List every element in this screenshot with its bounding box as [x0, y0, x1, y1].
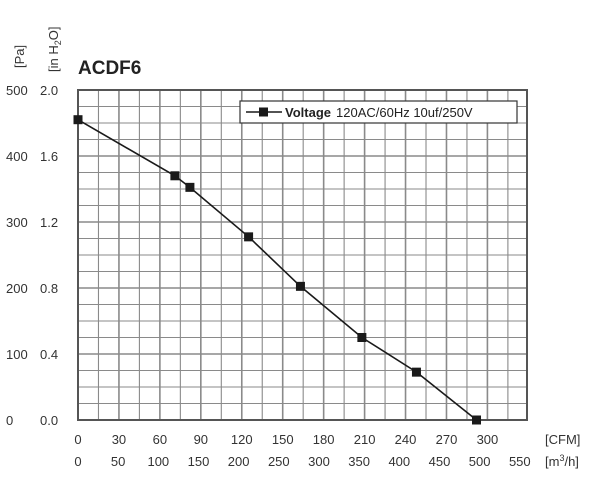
- x-tick-label-m3h: 400: [388, 454, 410, 469]
- y-tick-label-pa: 100: [6, 347, 28, 362]
- data-point-marker: [185, 182, 195, 192]
- data-point-marker: [170, 171, 180, 181]
- x-tick-label-cfm: 90: [194, 432, 208, 447]
- x-tick-label-m3h: 350: [348, 454, 370, 469]
- y-tick-label-inh2o: 1.6: [40, 149, 58, 164]
- x-tick-label-m3h: 450: [429, 454, 451, 469]
- x-tick-label-cfm: 150: [272, 432, 294, 447]
- y-axis-unit-inh2o: [in H2O]: [46, 27, 63, 72]
- y-ticks-inh2o: 2.0 1.6 1.2 0.8 0.4 0.0: [40, 83, 58, 428]
- x-tick-label-m3h: 0: [74, 454, 81, 469]
- legend-label-rest: 120AC/60Hz 10uf/250V: [336, 105, 473, 120]
- y-tick-label-inh2o: 1.2: [40, 215, 58, 230]
- x-axis-unit-m3h: [m3/h]: [545, 453, 579, 469]
- x-tick-label-m3h: 550: [509, 454, 531, 469]
- legend: Voltage 120AC/60Hz 10uf/250V: [239, 100, 518, 124]
- series-group: [73, 115, 482, 425]
- x-axis-unit-cfm: [CFM]: [545, 432, 580, 447]
- x-tick-label-cfm: 240: [395, 432, 417, 447]
- data-point-marker: [73, 115, 83, 125]
- y-axis-unit-pa: [Pa]: [12, 45, 27, 68]
- x-tick-label-cfm: 60: [153, 432, 167, 447]
- y-tick-label-pa: 400: [6, 149, 28, 164]
- y-tick-label-pa: 500: [6, 83, 28, 98]
- x-tick-label-m3h: 100: [147, 454, 169, 469]
- x-tick-label-m3h: 200: [228, 454, 250, 469]
- y-tick-label-pa: 200: [6, 281, 28, 296]
- x-tick-label-cfm: 120: [231, 432, 253, 447]
- x-tick-label-m3h: 500: [469, 454, 491, 469]
- legend-label: Voltage 120AC/60Hz 10uf/250V: [285, 105, 473, 120]
- y-tick-label-inh2o: 0.8: [40, 281, 58, 296]
- grid: [78, 90, 527, 420]
- x-tick-label-cfm: 270: [436, 432, 458, 447]
- chart-title: ACDF6: [78, 58, 141, 79]
- x-tick-label-cfm: 180: [313, 432, 335, 447]
- x-tick-label-m3h: 300: [308, 454, 330, 469]
- y-tick-label-pa: 300: [6, 215, 28, 230]
- x-ticks-m3h: 0 50 100 150 200 250 300 350 400 450 500 550: [74, 454, 530, 469]
- x-tick-label-cfm: 30: [112, 432, 126, 447]
- y-tick-label-pa: 0: [6, 413, 13, 428]
- x-tick-label-cfm: 0: [74, 432, 81, 447]
- x-ticks-cfm: 0 30 60 90 120 150 180 210 240 270 300: [74, 432, 498, 447]
- x-tick-label-m3h: 150: [188, 454, 210, 469]
- data-point-marker: [357, 333, 367, 342]
- legend-label-bold: Voltage: [285, 105, 331, 120]
- y-tick-label-inh2o: 0.0: [40, 413, 58, 428]
- x-tick-label-m3h: 50: [111, 454, 125, 469]
- data-point-marker: [472, 415, 482, 425]
- data-point-marker: [411, 367, 421, 377]
- y-ticks-pa: 500 400 300 200 100 0: [6, 83, 28, 428]
- y-tick-label-inh2o: 0.4: [40, 347, 58, 362]
- y-tick-label-inh2o: 2.0: [40, 83, 58, 98]
- x-tick-label-m3h: 250: [268, 454, 290, 469]
- data-point-marker: [295, 281, 305, 291]
- plot-frame: [77, 89, 528, 421]
- legend-marker-swatch: [259, 107, 268, 117]
- legend-box: [239, 100, 518, 124]
- x-tick-label-cfm: 210: [354, 432, 376, 447]
- x-tick-label-cfm: 300: [477, 432, 499, 447]
- data-point-marker: [244, 232, 254, 242]
